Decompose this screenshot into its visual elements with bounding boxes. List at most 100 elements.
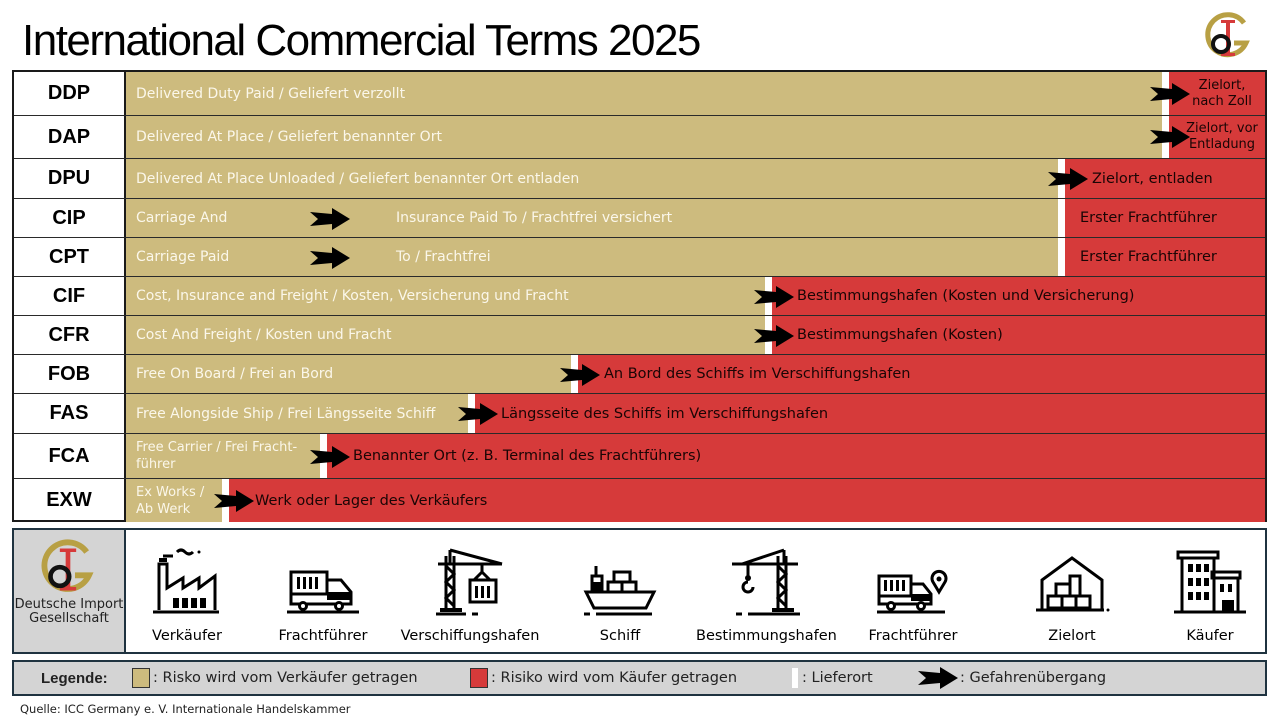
crane-container-icon	[432, 548, 508, 620]
stage-label: Schiff	[599, 628, 641, 644]
page-title: International Commercial Terms 2025	[22, 16, 701, 65]
stage-verschiffungshafen: Verschiffungshafen	[400, 530, 540, 652]
truck-location-icon	[875, 548, 951, 620]
table-row-fob: FOB Free On Board / Frei an Bord An Bord…	[14, 354, 1265, 393]
table-row-cif: CIF Cost, Insurance and Freight / Kosten…	[14, 276, 1265, 315]
seller-text: Cost, Insurance and Freight / Kosten, Ve…	[136, 288, 569, 304]
logistics-chain: Deutsche Import Gesellschaft Verkäufer F…	[12, 528, 1267, 654]
risk-transfer-arrow-icon	[918, 667, 958, 689]
delivery-point-swatch	[792, 668, 798, 688]
term-code: DDP	[14, 72, 126, 115]
seller-text: Free Carrier / Frei Fracht-führer	[136, 440, 298, 472]
legend-text: : Risiko wird vom Käufer getragen	[491, 670, 738, 686]
table-row-cpt: CPT Carriage Paid To / Frachtfrei Erster…	[14, 237, 1265, 276]
table-row-cfr: CFR Cost And Freight / Kosten und Fracht…	[14, 315, 1265, 354]
term-code: DAP	[14, 116, 126, 158]
legend-text: : Risko wird vom Verkäufer getragen	[153, 670, 418, 686]
buyer-text: Erster Frachtführer	[1080, 249, 1217, 265]
stage-label: Zielort	[1048, 628, 1096, 644]
term-code: EXW	[14, 479, 126, 522]
delivery-point-marker	[1058, 199, 1065, 237]
stage-label: Frachtführer	[278, 628, 368, 644]
table-row-fas: FAS Free Alongside Ship / Frei Längsseit…	[14, 393, 1265, 433]
crane-hook-icon	[728, 548, 804, 620]
legend: Legende: : Risko wird vom Verkäufer getr…	[12, 660, 1267, 696]
buyer-text: Längsseite des Schiffs im Verschiffungsh…	[501, 405, 829, 422]
table-row-ddp: DDP Delivered Duty Paid / Geliefert verz…	[14, 72, 1265, 115]
seller-text: Cost And Freight / Kosten und Fracht	[136, 327, 392, 343]
stage-frachtfuehrer-2: Frachtführer	[858, 530, 968, 652]
incoterms-table: DDP Delivered Duty Paid / Geliefert verz…	[12, 70, 1267, 522]
risk-transfer-arrow-icon	[560, 364, 600, 386]
legend-text: : Lieferort	[802, 670, 873, 686]
risk-transfer-arrow-icon	[1150, 83, 1190, 105]
term-code: FCA	[14, 434, 126, 478]
seller-text: Delivered Duty Paid / Geliefert verzollt	[136, 85, 406, 102]
stage-zielort: Zielort	[1022, 530, 1122, 652]
brand-panel: Deutsche Import Gesellschaft	[14, 530, 126, 652]
seller-text: Carriage Paid	[136, 249, 230, 265]
stage-label: Verschiffungshafen	[400, 628, 540, 644]
seller-text: Carriage And	[136, 210, 228, 226]
term-code: DPU	[14, 159, 126, 198]
table-row-cip: CIP Carriage And Insurance Paid To / Fra…	[14, 198, 1265, 237]
risk-transfer-arrow-icon	[1150, 126, 1190, 148]
risk-transfer-arrow-icon	[310, 446, 350, 468]
seller-risk-swatch	[132, 668, 150, 688]
table-row-dap: DAP Delivered At Place / Geliefert benan…	[14, 115, 1265, 158]
risk-transfer-arrow-icon	[310, 247, 350, 269]
brand-name: Deutsche Import Gesellschaft	[14, 597, 124, 626]
legend-item-seller-risk: : Risko wird vom Verkäufer getragen	[132, 662, 418, 694]
cargo-ship-icon	[582, 548, 658, 620]
seller-text-continued: To / Frachtfrei	[396, 249, 491, 265]
warehouse-icon	[1034, 548, 1110, 620]
risk-transfer-arrow-icon	[754, 286, 794, 308]
stage-label: Bestimmungshafen	[696, 628, 837, 644]
buyer-text: Zielort, nach Zoll	[1192, 77, 1252, 109]
risk-transfer-arrow-icon	[754, 325, 794, 347]
buyer-text: Bestimmungshafen (Kosten und Versicherun…	[797, 288, 1135, 304]
stage-frachtfuehrer-1: Frachtführer	[268, 530, 378, 652]
buyer-text: Erster Frachtführer	[1080, 210, 1217, 226]
stage-bestimmungshafen: Bestimmungshafen	[696, 530, 837, 652]
term-code: CIF	[14, 277, 126, 315]
risk-transfer-arrow-icon	[310, 208, 350, 230]
buyer-text: Bestimmungshafen (Kosten)	[797, 327, 1003, 343]
seller-text: Ex Works / Ab Werk	[136, 484, 205, 517]
seller-text: Free Alongside Ship / Frei Längsseite Sc…	[136, 405, 436, 422]
buyer-text: Zielort, entladen	[1092, 170, 1213, 187]
term-code: FAS	[14, 394, 126, 433]
risk-transfer-arrow-icon	[214, 490, 254, 512]
term-code: CFR	[14, 316, 126, 354]
source-note: Quelle: ICC Germany e. V. Internationale…	[20, 702, 351, 716]
stage-label: Frachtführer	[868, 628, 958, 644]
stage-label: Verkäufer	[152, 628, 222, 644]
office-building-icon	[1172, 548, 1248, 620]
buyer-risk-swatch	[470, 668, 488, 688]
table-row-exw: EXW Ex Works / Ab Werk Werk oder Lager d…	[14, 478, 1265, 522]
seller-text: Delivered At Place / Geliefert benannter…	[136, 129, 442, 145]
truck-icon	[285, 548, 361, 620]
term-code: CIP	[14, 199, 126, 237]
seller-text-continued: Insurance Paid To / Frachtfrei versicher…	[396, 210, 673, 226]
factory-icon	[149, 548, 225, 620]
buyer-text: An Bord des Schiffs im Verschiffungshafe…	[604, 366, 911, 382]
table-row-fca: FCA Free Carrier / Frei Fracht-führer Be…	[14, 433, 1265, 478]
stage-label: Käufer	[1186, 628, 1234, 644]
legend-text: : Gefahrenübergang	[960, 670, 1107, 686]
legend-item-delivery-point: : Lieferort	[792, 662, 873, 694]
table-row-dpu: DPU Delivered At Place Unloaded / Gelief…	[14, 158, 1265, 198]
term-code: CPT	[14, 238, 126, 276]
buyer-text: Benannter Ort (z. B. Terminal des Fracht…	[353, 448, 702, 464]
stage-schiff: Schiff	[570, 530, 670, 652]
buyer-text: Werk oder Lager des Verkäufers	[255, 492, 488, 509]
legend-item-buyer-risk: : Risiko wird vom Käufer getragen	[470, 662, 737, 694]
dig-logo-icon	[40, 538, 96, 596]
stage-verkaeufer: Verkäufer	[132, 530, 242, 652]
seller-text: Delivered At Place Unloaded / Geliefert …	[136, 170, 580, 187]
buyer-text: Zielort, vor Entladung	[1186, 121, 1258, 152]
seller-text: Free On Board / Frei an Bord	[136, 366, 334, 382]
risk-transfer-arrow-icon	[1048, 168, 1088, 190]
delivery-point-marker	[1058, 238, 1065, 276]
stage-kaeufer: Käufer	[1160, 530, 1260, 652]
